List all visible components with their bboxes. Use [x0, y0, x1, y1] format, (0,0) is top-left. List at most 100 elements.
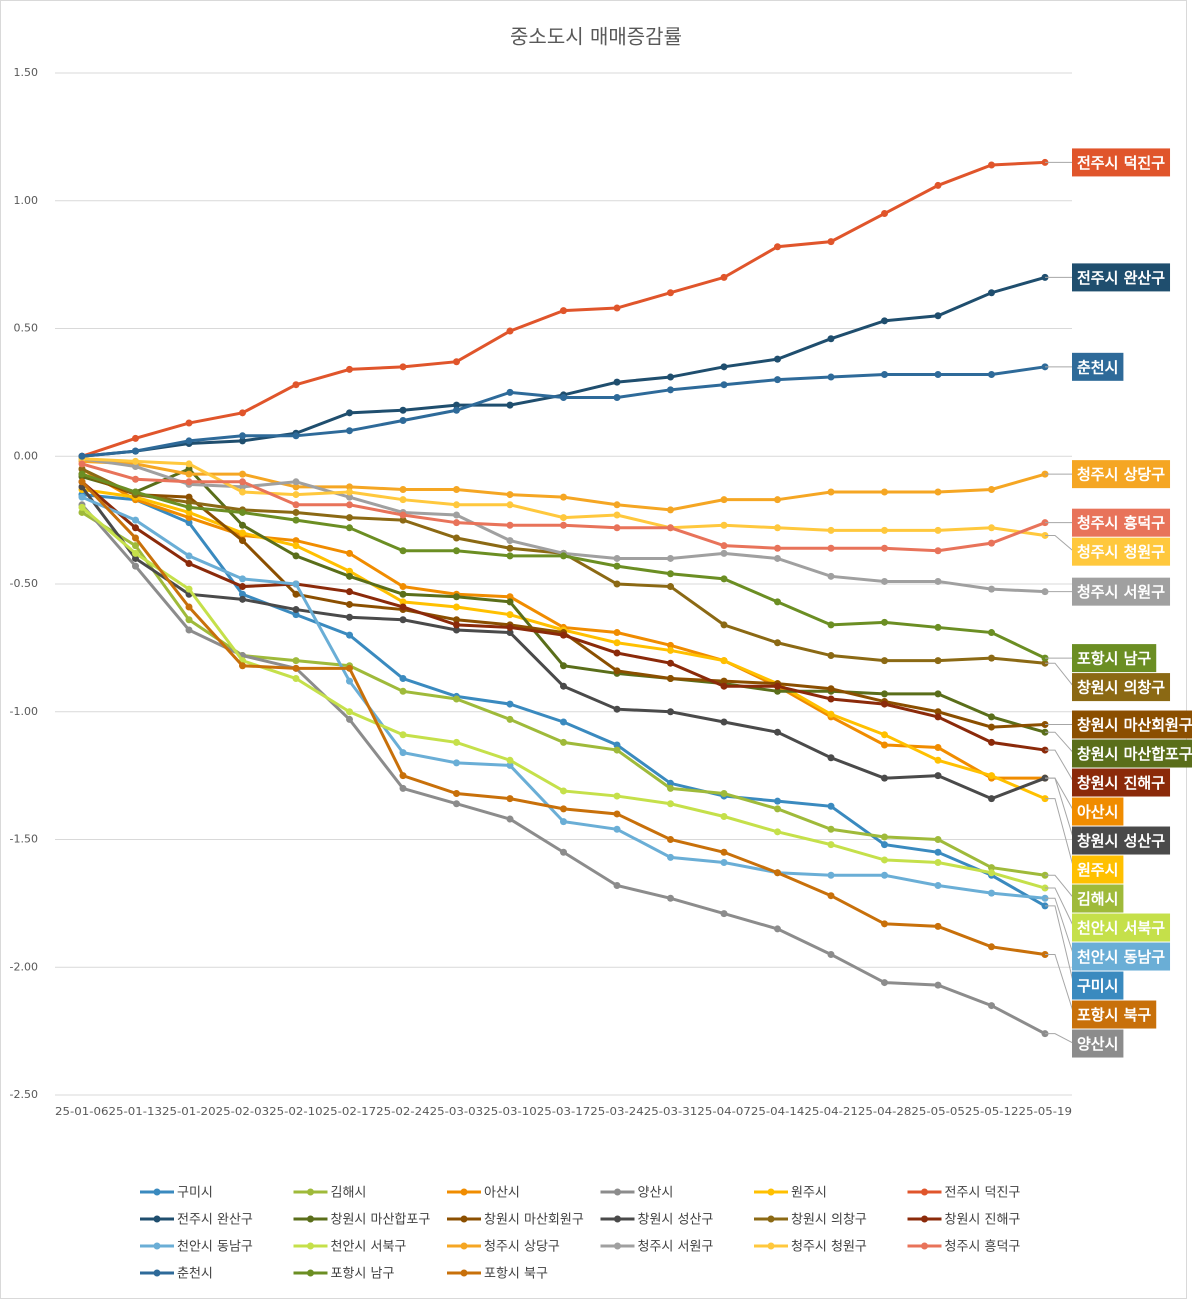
data-point [132, 462, 139, 470]
data-point [453, 501, 460, 509]
x-tick-label: 25-03-03 [430, 1105, 484, 1118]
data-point [667, 570, 674, 578]
data-point [346, 501, 353, 509]
data-point [774, 524, 781, 532]
data-point [346, 488, 353, 496]
data-point [453, 519, 460, 527]
data-point [185, 585, 193, 593]
data-point [774, 925, 781, 933]
data-point [613, 881, 621, 889]
data-point [720, 858, 728, 866]
data-point [988, 864, 995, 872]
data-point [453, 547, 460, 555]
data-point [506, 700, 514, 708]
data-point [292, 664, 300, 672]
data-point [185, 514, 193, 522]
label-leader [1045, 887, 1075, 928]
data-point [346, 483, 353, 491]
data-point [881, 871, 888, 879]
data-point [399, 784, 407, 792]
data-point [292, 611, 300, 619]
data-point [346, 600, 353, 608]
end-label-box [1072, 971, 1124, 1000]
legend-label: 전주시 완산구 [177, 1213, 253, 1228]
legend-marker [460, 1269, 468, 1277]
legend-label: 창원시 성산구 [638, 1213, 714, 1228]
legend-marker [153, 1188, 161, 1196]
data-point [239, 470, 246, 478]
data-point [346, 588, 353, 596]
end-label-box [1072, 826, 1171, 855]
data-point [292, 552, 300, 560]
data-point [239, 437, 246, 445]
data-point [239, 508, 246, 516]
x-tick-label: 25-04-28 [858, 1105, 912, 1118]
data-point [239, 529, 246, 537]
data-point [881, 690, 888, 698]
data-point [346, 524, 353, 532]
data-point [934, 181, 942, 189]
legend-label: 청주시 상당구 [484, 1240, 560, 1255]
data-point [560, 682, 567, 690]
label-leader [1045, 905, 1075, 986]
chart-title: 중소도시 매매증감률 [510, 25, 682, 49]
data-point [560, 493, 567, 501]
data-point [881, 841, 888, 849]
data-point [934, 312, 942, 320]
data-point [774, 869, 781, 877]
data-point [774, 682, 781, 690]
data-point [506, 327, 514, 335]
data-point [667, 659, 674, 667]
data-point [239, 478, 246, 486]
data-point [720, 549, 728, 557]
data-point [988, 289, 995, 297]
data-point [720, 910, 728, 918]
data-point [292, 657, 300, 665]
label-leader [1045, 777, 1075, 841]
data-point [988, 370, 995, 378]
data-point [827, 695, 835, 703]
data-point [292, 606, 300, 614]
end-label: 천안시 서북구 [1077, 919, 1165, 937]
data-point [506, 501, 514, 509]
data-point [774, 554, 781, 562]
end-label: 춘천시 [1077, 358, 1118, 376]
x-tick-label: 25-02-17 [323, 1105, 377, 1118]
data-point [774, 728, 781, 736]
data-point [399, 598, 407, 606]
data-point [934, 922, 942, 930]
label-leader [1045, 897, 1075, 957]
data-point [988, 524, 995, 532]
data-point [399, 675, 407, 683]
data-point [667, 524, 674, 532]
data-point [881, 700, 888, 708]
end-label: 전주시 덕진구 [1077, 154, 1165, 172]
data-point [346, 631, 353, 639]
x-axis-labels: 25-01-06 25-01-13 25-01-20 25-02-03 25-02-10… [55, 1105, 1072, 1118]
data-point [453, 485, 460, 493]
data-point [346, 409, 353, 417]
data-point [132, 524, 139, 532]
data-point [934, 526, 942, 534]
end-label-box [1072, 942, 1171, 971]
end-label: 청주시 청원구 [1077, 543, 1165, 561]
data-point [988, 161, 995, 169]
data-point [346, 567, 353, 575]
data-point [185, 493, 193, 501]
y-tick-label: 1.50 [14, 66, 39, 79]
data-point [774, 797, 781, 805]
data-point [881, 657, 888, 665]
data-point [239, 662, 246, 670]
data-point [560, 393, 567, 401]
data-point [292, 580, 300, 588]
end-label: 창원시 성산구 [1077, 832, 1165, 850]
data-point [881, 526, 888, 534]
data-point [667, 779, 674, 787]
data-point [988, 795, 995, 803]
data-point [827, 825, 835, 833]
data-point [239, 409, 246, 417]
data-point [934, 756, 942, 764]
end-label-box [1072, 263, 1171, 292]
data-point [988, 713, 995, 721]
